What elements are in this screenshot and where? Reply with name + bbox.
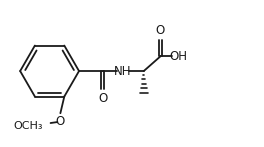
Text: OH: OH	[169, 50, 187, 63]
Text: O: O	[56, 115, 65, 128]
Text: O: O	[98, 92, 107, 105]
Text: NH: NH	[114, 65, 131, 78]
Text: O: O	[156, 24, 165, 37]
Text: OCH₃: OCH₃	[13, 121, 43, 131]
